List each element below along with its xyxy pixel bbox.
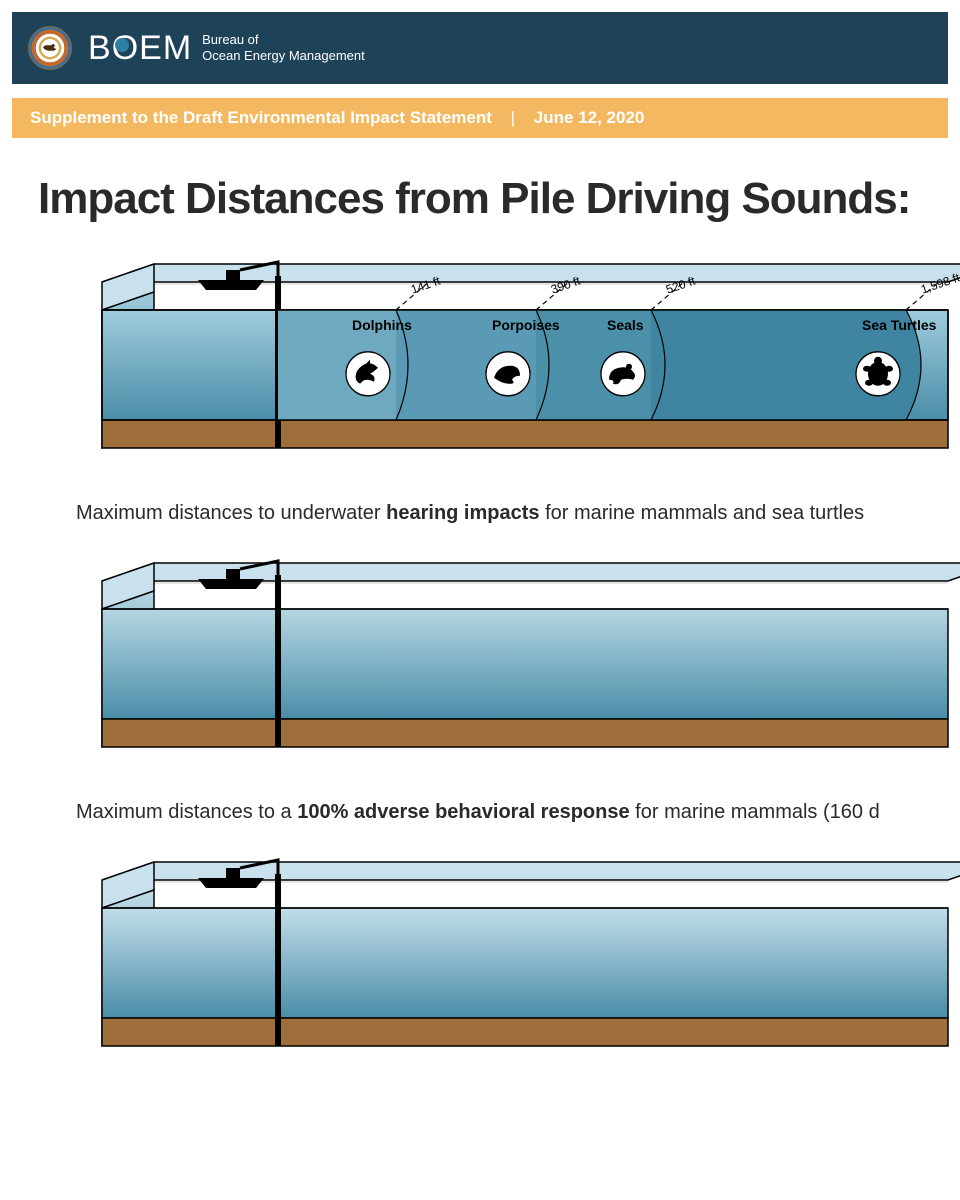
org-line1: Bureau of (202, 32, 365, 48)
svg-text:Porpoises: Porpoises (492, 317, 560, 333)
cap2-pre: Maximum distances to a (76, 801, 297, 823)
diagram-behavioral-response (76, 553, 948, 781)
svg-text:Seals: Seals (607, 317, 644, 333)
subheader-text: Supplement to the Draft Environmental Im… (30, 108, 492, 127)
header-bar: BOEM Bureau of Ocean Energy Management (12, 12, 948, 84)
cap1-pre: Maximum distances to underwater (76, 502, 386, 524)
doi-seal-icon (28, 26, 72, 70)
page-title: Impact Distances from Pile Driving Sound… (38, 174, 948, 224)
subheader-date: June 12, 2020 (534, 108, 645, 127)
separator: | (511, 108, 515, 127)
caption-2: Maximum distances to a 100% adverse beha… (76, 801, 948, 824)
svg-text:Sea Turtles: Sea Turtles (862, 317, 937, 333)
diagram-hearing-impacts: 141 ftDolphins390 ftPorpoises520 ftSeals… (76, 254, 948, 482)
cap2-bold: 100% adverse behavioral response (297, 801, 629, 823)
cap1-post: for marine mammals and sea turtles (540, 502, 865, 524)
svg-text:Dolphins: Dolphins (352, 317, 412, 333)
subheader-bar: Supplement to the Draft Environmental Im… (12, 98, 948, 138)
cap1-bold: hearing impacts (386, 502, 539, 524)
org-line2: Ocean Energy Management (202, 48, 365, 64)
cap2-post: for marine mammals (160 d (630, 801, 880, 823)
boem-full-name: Bureau of Ocean Energy Management (202, 32, 365, 63)
diagram-3 (76, 852, 948, 1080)
boem-acronym: BOEM (88, 29, 192, 68)
caption-1: Maximum distances to underwater hearing … (76, 502, 948, 525)
boem-logo: BOEM Bureau of Ocean Energy Management (88, 29, 365, 68)
